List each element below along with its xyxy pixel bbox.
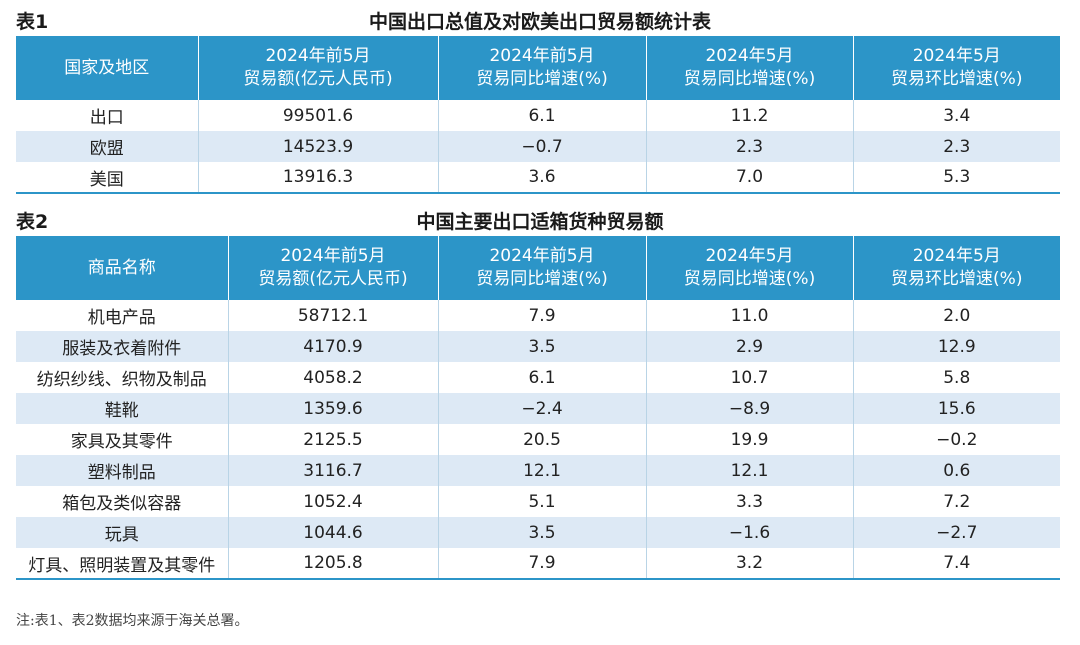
table-cell: −2.7	[852, 517, 1060, 548]
table-row: 美国 13916.3 3.6 7.0 5.3	[16, 162, 1060, 194]
table2-label: 表2	[16, 211, 49, 233]
table-cell: 欧盟	[16, 131, 198, 162]
table-cell: 机电产品	[16, 300, 228, 331]
table-cell: 1052.4	[227, 486, 438, 517]
table-cell: 19.9	[645, 424, 853, 455]
table-cell: 3.2	[645, 548, 853, 580]
table-row: 塑料制品 3116.7 12.1 12.1 0.6	[16, 455, 1060, 486]
table-cell: 6.1	[437, 362, 646, 393]
table1-header-region: 国家及地区	[16, 36, 198, 100]
table2-header-may-yoy: 2024年5月 贸易同比增速(%)	[645, 236, 853, 300]
table-row: 机电产品 58712.1 7.9 11.0 2.0	[16, 300, 1060, 331]
table-cell: 3.4	[852, 100, 1060, 131]
table-cell: 5.8	[852, 362, 1060, 393]
table-cell: 12.9	[852, 331, 1060, 362]
table-cell: 箱包及类似容器	[16, 486, 228, 517]
table-cell: 0.6	[852, 455, 1060, 486]
table2-header-value: 2024年前5月 贸易额(亿元人民币)	[227, 236, 438, 300]
table-cell: 塑料制品	[16, 455, 228, 486]
table2-body: 机电产品 58712.1 7.9 11.0 2.0 服装及衣着附件 4170.9 3.5 2.9…	[16, 300, 1060, 580]
table-cell: −1.6	[645, 517, 853, 548]
table-cell: −0.2	[852, 424, 1060, 455]
table-cell: 13916.3	[197, 162, 438, 194]
table2-header-may-mom: 2024年5月 贸易环比增速(%)	[852, 236, 1060, 300]
table1-header-row: 国家及地区 2024年前5月 贸易额(亿元人民币) 2024年前5月 贸易同比增速(…	[16, 36, 1060, 100]
table-cell: 12.1	[437, 455, 646, 486]
table2-header-ytd-yoy: 2024年前5月 贸易同比增速(%)	[437, 236, 646, 300]
table1: 国家及地区 2024年前5月 贸易额(亿元人民币) 2024年前5月 贸易同比增速(…	[16, 36, 1060, 194]
table-cell: −0.7	[437, 131, 646, 162]
table-cell: 灯具、照明装置及其零件	[16, 548, 228, 580]
table-cell: 20.5	[437, 424, 646, 455]
table-cell: 2.0	[852, 300, 1060, 331]
table-cell: 7.2	[852, 486, 1060, 517]
table-cell: 出口	[16, 100, 198, 131]
table-cell: 3116.7	[227, 455, 438, 486]
table-cell: 7.9	[437, 548, 646, 580]
table-row: 玩具 1044.6 3.5 −1.6 −2.7	[16, 517, 1060, 548]
table1-header-ytd-yoy: 2024年前5月 贸易同比增速(%)	[437, 36, 646, 100]
table-cell: 7.9	[437, 300, 646, 331]
source-note: 注:表1、表2数据均来源于海关总署。	[16, 613, 249, 629]
table-cell: 99501.6	[197, 100, 438, 131]
table-cell: 7.4	[852, 548, 1060, 580]
table-row: 家具及其零件 2125.5 20.5 19.9 −0.2	[16, 424, 1060, 455]
table-cell: 3.3	[645, 486, 853, 517]
table-cell: 6.1	[437, 100, 646, 131]
table-row: 鞋靴 1359.6 −2.4 −8.9 15.6	[16, 393, 1060, 424]
table-cell: 家具及其零件	[16, 424, 228, 455]
table2-title: 中国主要出口适箱货种贸易额	[416, 211, 664, 233]
table-cell: 4170.9	[227, 331, 438, 362]
table2-header-product: 商品名称	[16, 236, 228, 300]
table-cell: 美国	[16, 162, 198, 194]
table-row: 服装及衣着附件 4170.9 3.5 2.9 12.9	[16, 331, 1060, 362]
table-cell: −2.4	[437, 393, 646, 424]
table-cell: 11.2	[645, 100, 853, 131]
table-cell: 服装及衣着附件	[16, 331, 228, 362]
table-row: 出口 99501.6 6.1 11.2 3.4	[16, 100, 1060, 131]
table1-header-may-mom: 2024年5月 贸易环比增速(%)	[852, 36, 1060, 100]
table-row: 箱包及类似容器 1052.4 5.1 3.3 7.2	[16, 486, 1060, 517]
table-cell: 2.9	[645, 331, 853, 362]
table-cell: 纺织纱线、织物及制品	[16, 362, 228, 393]
table-cell: 5.1	[437, 486, 646, 517]
table2: 商品名称 2024年前5月 贸易额(亿元人民币) 2024年前5月 贸易同比增速(%…	[16, 236, 1060, 580]
table-cell: 3.5	[437, 331, 646, 362]
table-cell: 11.0	[645, 300, 853, 331]
table-cell: 4058.2	[227, 362, 438, 393]
table-cell: 7.0	[645, 162, 853, 194]
table1-body: 出口 99501.6 6.1 11.2 3.4 欧盟 14523.9 −0.7 2.3 2.3 美国…	[16, 100, 1060, 194]
table-cell: 58712.1	[227, 300, 438, 331]
table2-title-row: 表2 中国主要出口适箱货种贸易额	[0, 200, 1080, 236]
table2-header-row: 商品名称 2024年前5月 贸易额(亿元人民币) 2024年前5月 贸易同比增速(%…	[16, 236, 1060, 300]
table-cell: 1205.8	[227, 548, 438, 580]
table-cell: 3.5	[437, 517, 646, 548]
table1-title-row: 表1 中国出口总值及对欧美出口贸易额统计表	[0, 0, 1080, 36]
table-row: 灯具、照明装置及其零件 1205.8 7.9 3.2 7.4	[16, 548, 1060, 580]
table-cell: 3.6	[437, 162, 646, 194]
table-cell: −8.9	[645, 393, 853, 424]
table-row: 欧盟 14523.9 −0.7 2.3 2.3	[16, 131, 1060, 162]
table-cell: 5.3	[852, 162, 1060, 194]
table-cell: 1044.6	[227, 517, 438, 548]
table1-header-value: 2024年前5月 贸易额(亿元人民币)	[197, 36, 438, 100]
table-cell: 1359.6	[227, 393, 438, 424]
table-cell: 2.3	[645, 131, 853, 162]
table-cell: 2.3	[852, 131, 1060, 162]
table-cell: 14523.9	[197, 131, 438, 162]
table1-header-may-yoy: 2024年5月 贸易同比增速(%)	[645, 36, 853, 100]
table-cell: 鞋靴	[16, 393, 228, 424]
table-row: 纺织纱线、织物及制品 4058.2 6.1 10.7 5.8	[16, 362, 1060, 393]
table1-label: 表1	[16, 11, 49, 33]
table-cell: 15.6	[852, 393, 1060, 424]
table1-title: 中国出口总值及对欧美出口贸易额统计表	[368, 11, 711, 33]
table-cell: 2125.5	[227, 424, 438, 455]
table-cell: 12.1	[645, 455, 853, 486]
table-cell: 玩具	[16, 517, 228, 548]
table-cell: 10.7	[645, 362, 853, 393]
